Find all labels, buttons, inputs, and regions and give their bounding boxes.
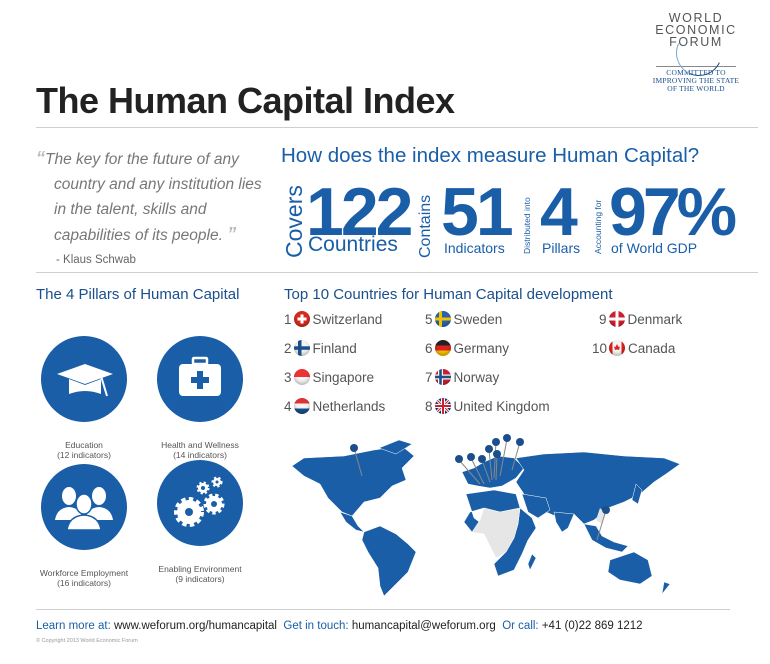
pillar-name: Education [65,440,103,450]
stat-unit: Countries [308,233,398,256]
country-item: 3 Singapore [284,369,374,385]
country-rank: 9 [599,311,607,327]
footer-divider [36,609,730,610]
section-divider [36,272,758,273]
stat-value: 97% [609,174,737,250]
country-name: Norway [453,369,500,385]
country-rank: 1 [284,311,292,327]
pillar-count: (9 indicators) [175,574,225,584]
country-name: Denmark [627,311,683,327]
flag-sweden-icon [434,311,451,327]
stat-verb: Contains [417,194,434,258]
pillar-workforce: Workforce Employment (16 indicators) [24,464,144,588]
stat-verb: Accounting for [593,199,603,254]
flag-finland-icon [293,340,310,356]
call-label: Or call: [502,620,539,632]
country-rank: 3 [284,369,292,385]
country-item: 8 United Kingdom [425,398,550,414]
stat-verb: Covers [281,185,307,258]
pillar-count: (12 indicators) [57,450,111,460]
country-item: 4 Netherlands [284,398,385,414]
pillar-name: Health and Wellness [161,440,239,450]
get-in-touch-label: Get in touch: [283,620,349,632]
country-name: Netherlands [312,398,386,414]
country-rank: 10 [592,340,608,356]
stat-unit: Pillars [542,240,581,256]
gears-icon [157,460,243,546]
open-quote-icon: “ [36,148,45,168]
wef-logo: WORLD ECONOMIC FORUM COMMITTED TO IMPROV… [636,12,756,93]
logo-tagline-1: COMMITTED TO [666,68,726,77]
country-item: 7 Norway [425,369,499,385]
stat-value: 51 [441,174,514,250]
logo-tagline-2: IMPROVING THE STATE [652,76,740,85]
country-rank: 2 [284,340,292,356]
phone-number: +41 (0)22 869 1212 [541,620,643,632]
quote-author: - Klaus Schwab [56,254,136,266]
country-name: Germany [453,340,510,356]
world-map [284,428,754,598]
title-divider [36,127,758,128]
email-link[interactable]: humancapital@weforum.org [351,620,496,632]
country-item: 2 Finland [284,340,357,356]
country-rank: 7 [425,369,433,385]
country-name: Finland [312,340,357,356]
medical-kit-icon [157,336,243,422]
copyright: © Copyright 2013 World Economic Forum [36,638,138,644]
logo-tagline-3: OF THE WORLD [667,84,725,93]
country-item: 1 Switzerland [284,311,382,327]
country-item: 6 Germany [425,340,509,356]
country-rank: 5 [425,311,433,327]
pillar-health: Health and Wellness (14 indicators) [140,336,260,460]
pillars-title: The 4 Pillars of Human Capital [36,286,240,303]
page-title: The Human Capital Index [36,80,455,121]
country-rank: 8 [425,398,433,414]
pillar-name: Enabling Environment [158,564,242,574]
quote-text: The key for the future of any country an… [45,151,262,244]
pillar-count: (14 indicators) [173,450,227,460]
stat-unit: of World GDP [611,240,698,256]
footer-contact: Learn more at: www.weforum.org/humancapi… [36,620,643,632]
country-name: Sweden [453,311,503,327]
logo-divider [656,66,736,67]
pillar-name: Workforce Employment [39,568,129,578]
country-name: United Kingdom [453,398,550,414]
logo-line-2: ECONOMIC [655,23,737,37]
flag-denmark-icon [608,311,625,327]
country-name: Singapore [312,369,375,385]
flag-uk-icon [434,398,451,414]
stat-value: 122 [306,174,413,250]
flag-germany-icon [434,340,451,356]
learn-more-label: Learn more at: [36,620,111,632]
learn-more-link[interactable]: www.weforum.org/humancapital [114,620,277,632]
measure-title: How does the index measure Human Capital… [281,144,700,167]
flag-netherlands-icon [293,398,310,414]
country-name: Switzerland [312,311,383,327]
flag-singapore-icon [293,369,310,385]
country-name: Canada [628,340,676,356]
close-quote-icon: ” [227,224,237,244]
logo-line-3: FORUM [669,35,723,49]
country-item: 10 Canada [592,340,675,356]
country-item: 5 Sweden [425,311,502,327]
pillar-education: Education (12 indicators) [24,336,144,460]
stat-unit: Indicators [444,240,505,256]
stat-value: 4 [540,174,578,250]
pillar-enabling: Enabling Environment (9 indicators) [140,460,260,584]
country-rank: 4 [284,398,292,414]
quote-block: “The key for the future of any country a… [36,146,268,273]
pillar-count: (16 indicators) [57,578,111,588]
logo-line-1: WORLD [668,11,724,25]
flag-switzerland-icon [293,311,310,327]
people-icon [41,464,127,550]
top10-title: Top 10 Countries for Human Capital devel… [284,286,613,303]
country-rank: 6 [425,340,433,356]
flag-canada-icon [609,340,626,356]
flag-norway-icon [434,369,451,385]
map-pin-icons [350,434,610,514]
stat-verb: Distributed into [522,197,532,254]
country-item: 9 Denmark [599,311,682,327]
graduation-cap-icon [41,336,127,422]
